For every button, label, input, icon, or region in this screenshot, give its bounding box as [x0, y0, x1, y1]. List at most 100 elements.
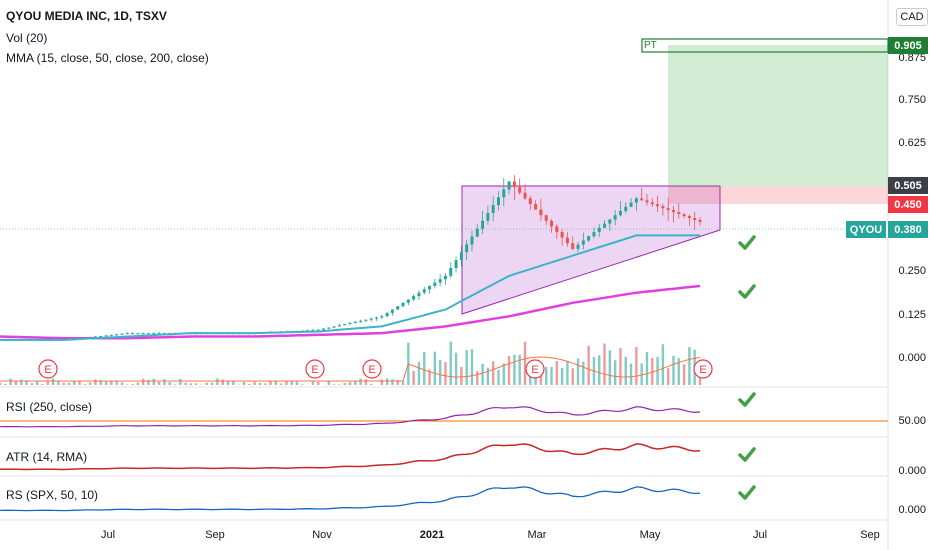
volume-bar	[598, 355, 601, 385]
candle-body	[332, 326, 336, 328]
volume-bar	[184, 382, 187, 385]
candle-body	[131, 333, 135, 335]
candle-body	[544, 215, 548, 221]
candle-body	[571, 243, 575, 249]
volume-bar	[449, 341, 452, 385]
atr-pane-label[interactable]: ATR (14, RMA)	[6, 450, 88, 464]
volume-bar	[582, 361, 585, 385]
candle-body	[321, 328, 325, 330]
volume-bar	[168, 382, 171, 385]
earnings-icon[interactable]: E	[362, 359, 382, 379]
candle-body	[396, 306, 400, 310]
candle-body	[353, 321, 357, 324]
volume-bar	[147, 379, 150, 385]
ticker-tag: QYOU	[846, 221, 886, 238]
volume-bar	[195, 383, 198, 385]
price-candles	[0, 175, 702, 341]
mma-indicator-label[interactable]: MMA (15, close, 50, close, 200, close)	[6, 51, 209, 65]
candle-body	[327, 327, 331, 329]
volume-bar	[46, 380, 49, 385]
volume-bar	[640, 363, 643, 385]
candle-body	[470, 236, 474, 245]
volume-bar	[152, 378, 155, 385]
earnings-icon[interactable]: E	[525, 359, 545, 379]
candle-body	[528, 198, 532, 204]
date-tick: 2021	[419, 529, 445, 541]
candle-body	[146, 333, 150, 335]
earnings-icon[interactable]: E	[693, 359, 713, 379]
volume-bar	[433, 351, 437, 385]
svg-text:E: E	[531, 364, 538, 376]
check-icon	[738, 392, 756, 407]
volume-bar	[677, 358, 680, 385]
volume-bar	[412, 370, 415, 385]
candle-body	[459, 252, 463, 261]
candle-body	[634, 198, 638, 203]
volume-bar	[444, 362, 447, 385]
candle-body	[502, 189, 506, 198]
candle-body	[120, 333, 124, 335]
volume-bar	[370, 383, 373, 385]
volume-bar	[635, 346, 638, 385]
volume-bar	[274, 381, 277, 385]
volume-bar	[619, 348, 622, 385]
vol-indicator-label[interactable]: Vol (20)	[6, 31, 48, 45]
volume-bar	[104, 381, 108, 385]
volume-bar	[491, 361, 495, 385]
candle-body	[364, 319, 368, 321]
volume-bar	[279, 383, 283, 385]
candle-body	[438, 279, 442, 283]
candle-body	[645, 200, 649, 203]
rs-tick: 0.000	[898, 504, 926, 516]
volume-bar	[253, 381, 256, 385]
volume-bar	[587, 345, 590, 385]
date-tick: Jul	[100, 529, 116, 541]
rs-pane-label[interactable]: RS (SPX, 50, 10)	[6, 488, 99, 502]
rsi-pane-label[interactable]: RSI (250, close)	[6, 400, 93, 414]
volume-bar	[338, 384, 341, 385]
candle-body	[666, 208, 670, 211]
volume-bar	[226, 380, 230, 385]
candle-body	[576, 244, 580, 249]
candle-body	[581, 240, 585, 245]
volume-bar	[417, 361, 421, 385]
candle-body	[141, 333, 145, 335]
volume-bar	[14, 380, 18, 385]
volume-bar	[0, 382, 2, 385]
volume-bar	[258, 382, 262, 385]
candle-body	[613, 215, 617, 220]
earnings-icon[interactable]: E	[38, 359, 58, 379]
volume-bar	[210, 382, 214, 385]
earnings-icon[interactable]: E	[305, 359, 325, 379]
volume-bar	[545, 366, 548, 385]
candle-body	[369, 318, 373, 320]
currency-badge[interactable]: CAD	[896, 8, 928, 26]
candle-body	[629, 202, 633, 207]
entry-price-tag: 0.505	[888, 177, 928, 194]
volume-bar	[481, 363, 484, 385]
volume-bar	[67, 382, 71, 385]
volume-bar	[25, 380, 28, 385]
volume-bar	[157, 381, 161, 385]
candle-body	[428, 285, 432, 290]
symbol-title: QYOU MEDIA INC, 1D, TSXV	[6, 9, 167, 23]
candle-body	[104, 335, 108, 337]
candle-body	[465, 244, 469, 253]
candle-body	[486, 212, 490, 221]
volume-bar	[51, 378, 55, 385]
volume-bar	[327, 380, 330, 385]
stop-price-tag: 0.450	[888, 196, 928, 213]
volume-bar	[423, 352, 426, 385]
candle-body	[496, 197, 500, 206]
volume-bar	[216, 378, 219, 385]
volume-bar	[41, 384, 44, 385]
candle-body	[534, 203, 538, 210]
volume-bar	[576, 358, 580, 385]
target-zone	[668, 45, 888, 186]
volume-bar	[460, 366, 463, 385]
volume-bar	[35, 381, 39, 385]
candle-body	[603, 223, 607, 228]
candle-body	[656, 204, 660, 207]
candle-body	[401, 302, 405, 307]
